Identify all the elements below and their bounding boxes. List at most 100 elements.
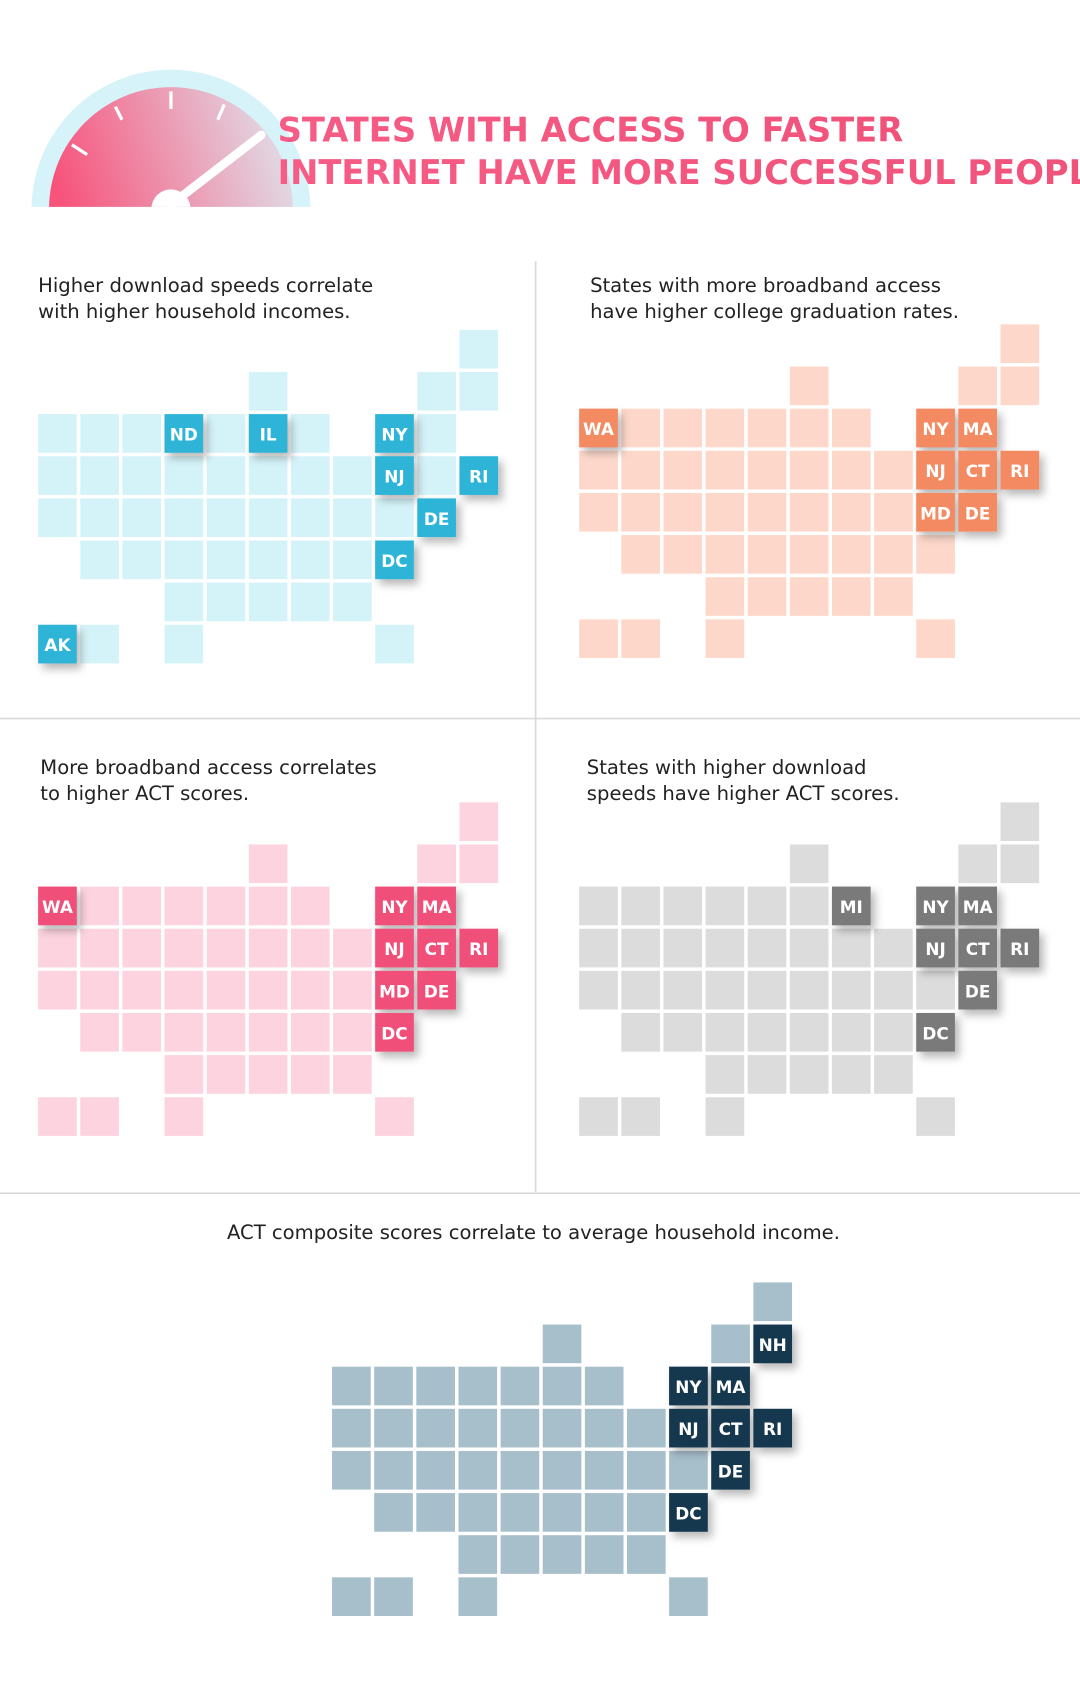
state-label: CT [966, 461, 990, 481]
state-tile [206, 886, 246, 926]
state-label: NY [381, 425, 408, 445]
state-tile [916, 1097, 955, 1136]
state-tile [500, 1408, 540, 1448]
state-tile [500, 1366, 540, 1406]
state-label: NJ [678, 1419, 698, 1439]
state-tile [747, 1012, 787, 1052]
highlighted-tile [1000, 928, 1040, 968]
state-tile [333, 1012, 372, 1052]
caption: States with higher download [587, 756, 867, 779]
state-tile [248, 1012, 288, 1052]
state-tile [747, 535, 787, 574]
state-tile [831, 577, 871, 616]
state-tile [584, 1535, 624, 1574]
state-tile [747, 450, 787, 490]
highlighted-tile [38, 624, 77, 664]
highlighted-tile [417, 970, 456, 1010]
state-tile [621, 492, 660, 532]
state-tile [290, 1055, 330, 1094]
highlighted-tile [579, 408, 618, 448]
state-tile [38, 498, 77, 538]
state-tile [206, 456, 246, 495]
state-label: RI [469, 939, 488, 959]
state-tile [916, 535, 955, 574]
state-tile [80, 886, 119, 926]
state-tile [542, 1535, 582, 1574]
state-tile [831, 1055, 871, 1094]
state-tile [1000, 844, 1040, 884]
highlighted-tile [375, 970, 414, 1010]
highlighted-tile [916, 886, 955, 926]
state-tile [789, 970, 829, 1010]
state-tile [374, 1366, 413, 1406]
highlighted-tile [38, 886, 77, 926]
state-tile [874, 928, 913, 968]
highlighted-tile [958, 928, 998, 968]
state-tile [164, 1012, 204, 1052]
state-label: DC [922, 1023, 948, 1043]
state-tile [248, 456, 288, 495]
state-label: CT [425, 939, 449, 959]
state-tile [831, 492, 871, 532]
tile-map: WA NY MA NJ CT RI MD DE DC [38, 802, 499, 1136]
state-tile [789, 408, 829, 448]
state-tile [459, 802, 499, 841]
state-tile [417, 414, 456, 453]
state-label: RI [763, 1419, 782, 1439]
caption: Higher download speeds correlate [38, 274, 373, 297]
state-tile [626, 1450, 666, 1490]
state-tile [459, 329, 499, 369]
state-tile [206, 928, 246, 968]
state-tile [459, 371, 499, 411]
highlighted-tile [958, 408, 998, 448]
state-tile [705, 577, 745, 616]
state-tile [80, 624, 119, 664]
tile-map: NH NY MA NJ CT RI DE DC [332, 1282, 793, 1616]
state-label: NH [759, 1335, 787, 1355]
state-tile [122, 456, 162, 495]
state-tile [500, 1493, 540, 1532]
state-tile [459, 844, 499, 884]
state-tile [789, 492, 829, 532]
state-tile [206, 540, 246, 580]
state-tile [122, 414, 162, 453]
state-tile [874, 450, 913, 490]
state-tile [831, 450, 871, 490]
state-tile [248, 498, 288, 538]
state-label: ND [170, 425, 198, 445]
state-tile [333, 970, 372, 1010]
state-label: AK [44, 635, 71, 655]
state-tile [458, 1450, 498, 1490]
state-tile [164, 1097, 204, 1136]
state-tile [248, 844, 288, 884]
state-tile [789, 844, 829, 884]
caption: have higher college graduation rates. [590, 300, 959, 323]
state-label: RI [469, 467, 488, 487]
state-label: MA [963, 897, 993, 917]
tile-map: ND IL NY NJ RI DE DC AK [38, 329, 499, 664]
caption: States with more broadband access [590, 274, 941, 297]
state-tile [874, 1055, 913, 1094]
state-tile [874, 970, 913, 1010]
title-line: INTERNET HAVE MORE SUCCESSFUL PEOPLE [278, 153, 1080, 192]
state-tile [458, 1577, 498, 1616]
state-tile [38, 456, 77, 495]
state-tile [542, 1493, 582, 1532]
state-tile [332, 1408, 371, 1448]
state-tile [626, 1535, 666, 1574]
highlighted-tile [459, 456, 499, 495]
state-label: RI [1010, 461, 1029, 481]
state-tile [663, 928, 703, 968]
highlighted-tile [669, 1408, 708, 1448]
state-tile [705, 970, 745, 1010]
state-label: DC [381, 551, 407, 571]
state-tile [206, 1055, 246, 1094]
state-tile [584, 1408, 624, 1448]
caption: with higher household incomes. [38, 300, 350, 323]
state-tile [164, 498, 204, 538]
state-tile [375, 624, 414, 664]
state-label: WA [42, 897, 73, 917]
state-tile [579, 1097, 618, 1136]
highlighted-tile [459, 928, 499, 968]
